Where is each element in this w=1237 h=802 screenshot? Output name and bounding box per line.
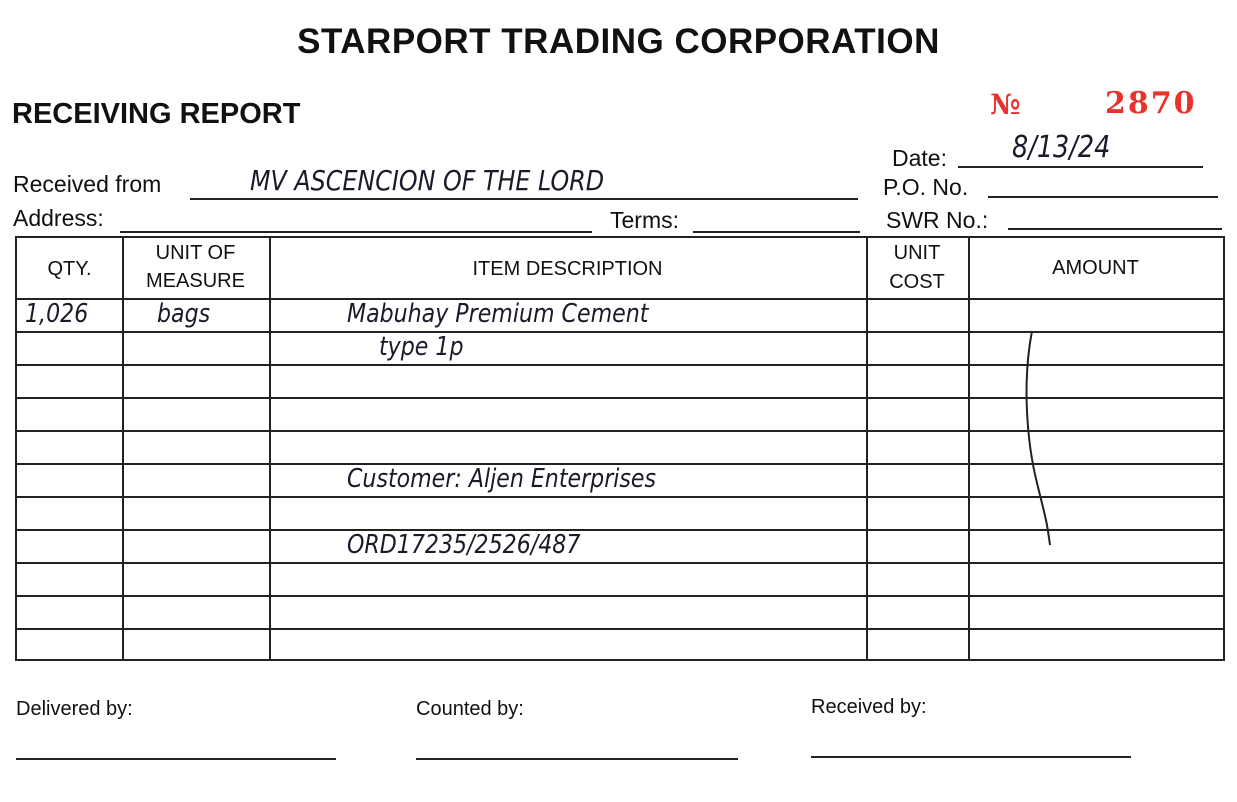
date-label: Date: [892,145,947,171]
delivered-by-line[interactable] [16,758,336,760]
terms-field[interactable] [693,231,860,233]
swr-field[interactable] [1008,228,1222,230]
row-description[interactable]: type 1p [379,332,464,362]
header-amount: AMOUNT [1052,257,1139,279]
po-label: P.O. No. [883,174,969,200]
swr-label: SWR No.: [886,207,989,233]
header-unit-2: MEASURE [146,270,245,292]
address-field[interactable] [120,231,592,233]
address-label: Address: [13,205,104,231]
received-by-label: Received by: [811,696,927,718]
report-title: RECEIVING REPORT [12,98,301,130]
row-qty[interactable]: 1,026 [25,299,89,329]
received-by-line[interactable] [811,756,1131,758]
row-description[interactable]: Customer: Aljen Enterprises [347,464,657,494]
header-cost-2: COST [889,271,945,293]
row-description[interactable]: ORD17235/2526/487 [347,530,581,560]
items-table: QTY. UNIT OF MEASURE ITEM DESCRIPTION UN… [15,236,1225,661]
received-from-label: Received from [13,171,162,197]
counted-by-label: Counted by: [416,698,524,720]
header-description: ITEM DESCRIPTION [472,258,663,280]
company-name: STARPORT TRADING CORPORATION [297,22,940,61]
row-description[interactable]: Mabuhay Premium Cement [347,299,649,329]
received-from-value[interactable]: MV ASCENCION OF THE LORD [250,164,605,197]
counted-by-line[interactable] [416,758,738,760]
date-value[interactable]: 8/13/24 [1012,130,1111,165]
po-field[interactable] [988,196,1218,198]
header-cost-1: UNIT [893,242,941,264]
report-number: 2870 [1105,86,1197,121]
terms-label: Terms: [610,207,679,233]
number-prefix: № [990,88,1021,121]
header-qty: QTY. [47,258,92,280]
row-unit[interactable]: bags [157,299,211,329]
delivered-by-label: Delivered by: [16,698,133,720]
header-unit-1: UNIT OF [155,242,236,264]
amount-bracket-mark [1025,330,1051,546]
